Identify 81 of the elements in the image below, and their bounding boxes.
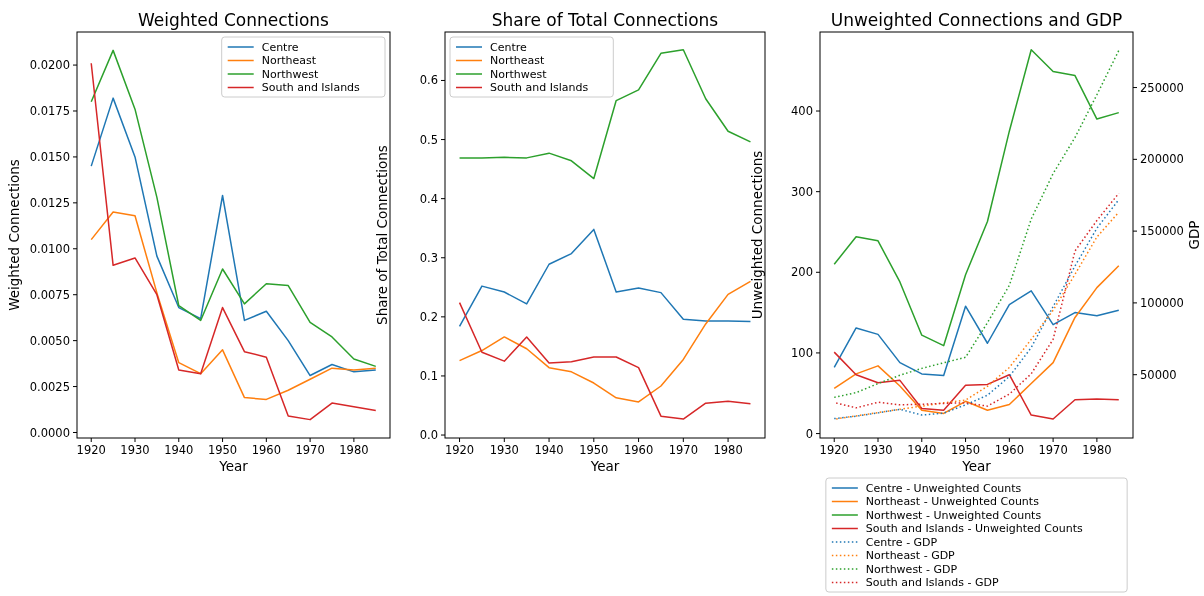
x-tick-label: 1970: [668, 443, 698, 457]
legend-label: Centre - GDP: [865, 535, 938, 549]
y-tick-label: 0.2: [419, 309, 438, 324]
chart-title: Unweighted Connections and GDP: [830, 10, 1123, 30]
x-tick-label: 1930: [863, 443, 893, 457]
y-tick-label: 0.0175: [29, 104, 70, 119]
legend-label: Centre: [261, 40, 299, 54]
y-tick-label: 0.0: [419, 428, 438, 443]
legend-label: Centre: [490, 40, 528, 54]
y2-tick-label: 200000: [1140, 152, 1184, 167]
line-series: [458, 228, 752, 328]
x-tick-label: 1920: [444, 443, 475, 457]
x-tick-label: 1940: [164, 443, 194, 457]
x-tick-label: 1980: [1082, 443, 1112, 457]
x-tick-label: 1960: [251, 443, 281, 457]
x-tick-label: 1950: [207, 443, 238, 457]
x-axis-title: Year: [589, 458, 620, 474]
line-series: [90, 62, 377, 421]
y-tick-label: 0.4: [419, 191, 438, 206]
x-axis-title: Year: [961, 458, 992, 474]
y-tick-label: 0.6: [419, 73, 438, 88]
y-tick-label: 0.0025: [29, 379, 70, 394]
y-tick-label: 0.0050: [29, 333, 70, 348]
y-tick-label: 0.0075: [29, 287, 70, 302]
x-tick-label: 1970: [295, 443, 325, 457]
chart-title: Share of Total Connections: [491, 10, 719, 30]
legend-label: South and Islands: [261, 81, 361, 95]
legend-label: Northeast - Unweighted Counts: [865, 495, 1040, 509]
x-tick-label: 1950: [579, 443, 609, 457]
legend-label: Northeast - GDP: [865, 549, 956, 563]
y-axis-title: Weighted Connections: [6, 159, 22, 311]
legend-label: Northeast: [261, 54, 317, 68]
line-series: [458, 280, 752, 403]
y-tick-label: 0.0150: [29, 149, 70, 164]
y-tick-label: 400: [791, 104, 813, 119]
line-series: [833, 49, 1120, 399]
y-tick-label: 300: [791, 184, 813, 199]
line-series: [90, 49, 377, 368]
chart-title: Weighted Connections: [138, 10, 330, 30]
y-tick-label: 0.0200: [29, 58, 70, 73]
legend-label: South and Islands - Unweighted Counts: [865, 522, 1083, 536]
y-tick-label: 0.1: [419, 368, 438, 383]
legend-label: South and Islands - GDP: [865, 576, 999, 590]
legend-label: Northwest: [490, 67, 548, 81]
x-tick-label: 1970: [1038, 443, 1068, 457]
y2-tick-label: 150000: [1140, 224, 1184, 239]
line-series: [458, 301, 752, 420]
x-tick-label: 1950: [950, 443, 981, 457]
legend-label: South and Islands: [490, 81, 589, 95]
x-tick-label: 1960: [623, 443, 654, 457]
y-tick-label: 100: [791, 345, 813, 360]
x-tick-label: 1920: [819, 443, 849, 457]
x-tick-label: 1920: [76, 443, 106, 457]
legend-label: Northwest: [261, 67, 319, 81]
legend-label: Centre - Unweighted Counts: [865, 481, 1022, 495]
x-tick-label: 1930: [120, 443, 150, 457]
line-series: [90, 97, 377, 377]
x-tick-label: 1960: [994, 443, 1024, 457]
x-tick-label: 1980: [339, 443, 369, 457]
legend-label: Northeast: [490, 54, 545, 68]
y-tick-label: 0.5: [419, 132, 438, 147]
y2-tick-label: 100000: [1140, 295, 1184, 310]
y-axis-title: Unweighted Connections: [749, 150, 765, 320]
x-tick-label: 1940: [534, 443, 564, 457]
legend-label: Northwest - GDP: [865, 562, 958, 576]
y-tick-label: 200: [791, 265, 813, 280]
y-tick-label: 0.3: [419, 250, 438, 265]
x-tick-label: 1940: [907, 443, 937, 457]
line-series: [90, 211, 377, 401]
y2-tick-label: 250000: [1140, 80, 1184, 95]
y2-tick-label: 50000: [1140, 367, 1177, 382]
y-tick-label: 0.0100: [29, 241, 70, 256]
y-axis-title: Share of Total Connections: [374, 145, 390, 325]
y-tick-label: 0.0000: [29, 425, 70, 440]
legend-label: Northwest - Unweighted Counts: [865, 508, 1042, 522]
y2-axis-title: GDP: [1186, 220, 1202, 250]
x-axis-title: Year: [218, 458, 249, 474]
y-tick-label: 0.0125: [29, 195, 70, 210]
x-tick-label: 1930: [489, 443, 519, 457]
x-tick-label: 1980: [713, 443, 743, 457]
y-tick-label: 0: [805, 426, 813, 441]
